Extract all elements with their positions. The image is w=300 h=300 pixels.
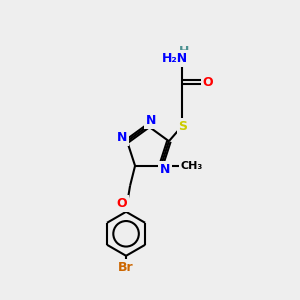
Text: CH₃: CH₃ (181, 161, 203, 171)
Text: N: N (117, 131, 127, 144)
Text: H₂N: H₂N (162, 52, 188, 65)
Text: O: O (117, 197, 128, 210)
Text: N: N (146, 115, 156, 128)
Text: H: H (179, 45, 189, 58)
Text: O: O (202, 76, 213, 89)
Text: S: S (178, 120, 188, 133)
Text: N: N (160, 163, 170, 176)
Text: Br: Br (118, 261, 134, 274)
